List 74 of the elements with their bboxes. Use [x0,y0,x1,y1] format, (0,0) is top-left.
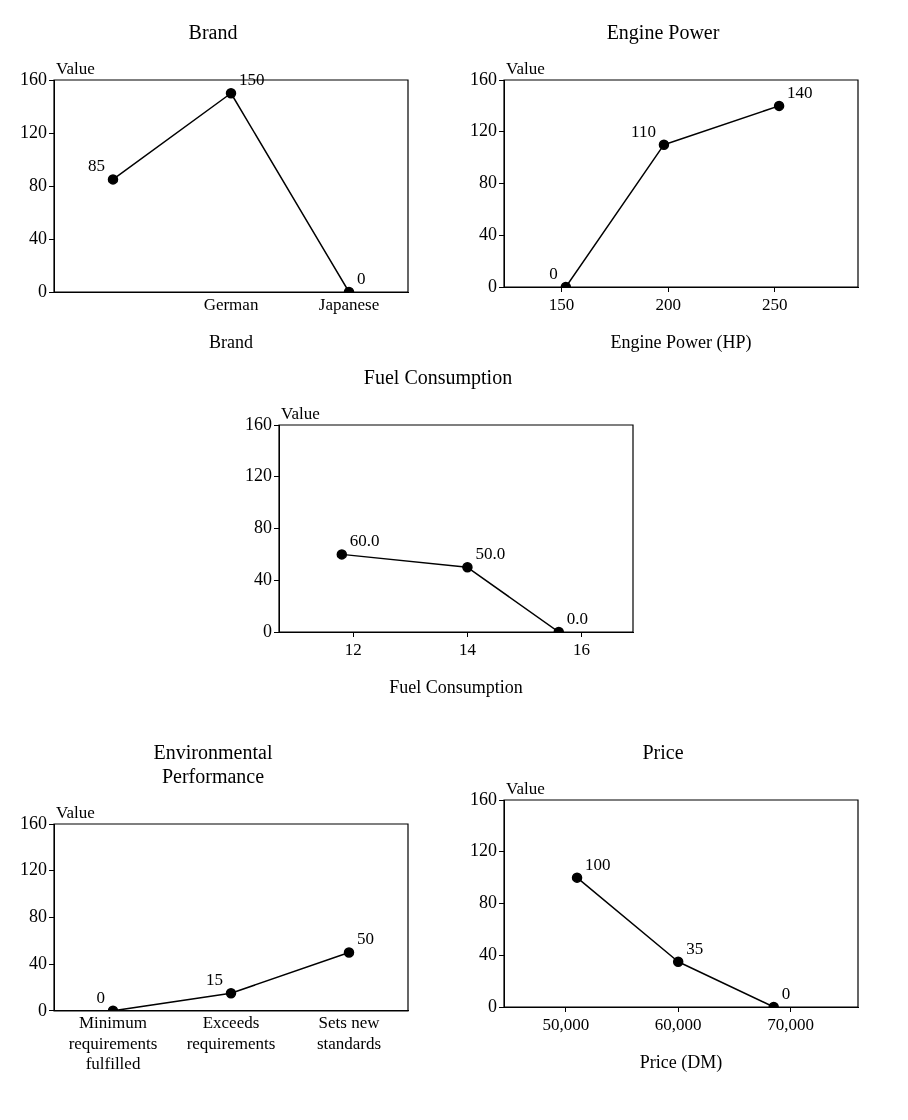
y-tick-label: 40 [479,223,497,244]
data-label: 150 [239,70,265,90]
y-tick-label: 120 [470,120,497,141]
data-label: 0 [781,983,791,1003]
x-tick-label: 50,000 [542,1014,590,1034]
data-label: 50.0 [475,544,506,564]
chart-title: Brand [188,21,238,44]
x-axis-title: Price (DM) [639,1051,723,1073]
y-tick-label: 40 [29,952,47,973]
y-axis-title: Value [506,778,545,798]
data-label: 0 [96,987,105,1007]
chart-title: Price [642,741,684,764]
data-label: 110 [631,121,656,141]
y-tick-label: 80 [29,174,47,195]
data-label: 15 [206,970,223,990]
y-tick-label: 120 [20,859,47,880]
data-label: 140 [787,82,813,102]
data-label: 85 [88,156,105,176]
x-tick-label: Sets new standards [316,1013,382,1053]
point [658,139,670,150]
y-tick-label: 80 [479,892,497,913]
y-tick-label: 160 [20,812,47,833]
data-label: 50 [357,929,374,949]
y-tick-label: 120 [20,121,47,142]
x-axis-title: Engine Power (HP) [610,331,752,353]
y-tick-label: 40 [29,227,47,248]
y-axis-title: Value [56,58,95,78]
data-label: 0.0 [566,608,589,628]
x-axis-title: Brand [209,331,253,352]
x-tick-label: 14 [458,639,477,659]
y-tick-label: 160 [245,413,272,434]
y-tick-label: 80 [254,517,272,538]
y-tick-label: 160 [470,68,497,89]
y-axis-title: Value [506,58,545,78]
x-tick-label: Minimum requirements fulfilled [68,1013,158,1074]
x-tick-label: Japanese [318,294,380,314]
x-tick-label: 16 [573,639,591,659]
y-tick-label: 40 [254,568,272,589]
data-label: 60.0 [349,531,380,551]
x-tick-label: 60,000 [654,1014,702,1034]
x-tick-label: 70,000 [767,1014,814,1034]
x-tick-label: 200 [655,294,681,314]
x-tick-label: Exceeds requirements [186,1013,276,1053]
data-label: 35 [686,938,704,958]
y-tick-label: 160 [470,788,497,809]
chart-title: Fuel Consumption [363,366,513,390]
y-axis-title: Value [56,802,95,822]
y-axis-title: Value [281,403,320,423]
y-tick-label: 120 [470,840,497,861]
point [672,956,684,967]
y-tick-label: 0 [38,280,47,301]
x-tick-label: German [203,294,259,314]
y-tick-label: 80 [479,172,497,193]
y-tick-label: 120 [245,465,272,486]
data-label: 100 [585,854,611,874]
x-tick-label: 250 [762,294,788,314]
x-axis-title: Fuel Consumption [389,676,523,697]
data-label: 0 [357,268,366,288]
point [225,88,237,99]
y-tick-label: 80 [29,906,47,927]
y-tick-label: 0 [488,995,497,1016]
point [773,100,785,112]
point [107,174,119,185]
point [571,872,583,883]
chart-title: Environmental Performance [153,741,273,788]
y-tick-label: 40 [479,943,497,964]
y-tick-label: 0 [488,275,497,296]
x-tick-label: 150 [548,294,575,314]
y-tick-label: 160 [20,68,47,89]
chart-title: Engine Power [606,21,720,45]
x-tick-label: 12 [344,639,362,659]
data-label: 0 [549,263,558,283]
y-tick-label: 0 [263,620,272,641]
y-tick-label: 0 [38,999,47,1020]
